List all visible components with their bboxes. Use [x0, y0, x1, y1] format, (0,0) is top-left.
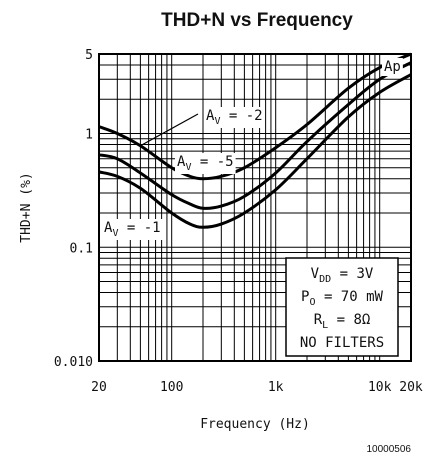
- conditions-box: [285, 257, 399, 357]
- y-tick-label: 0.1: [70, 241, 93, 256]
- series-label-bg: [175, 153, 236, 174]
- series-label: AV = -1: [104, 220, 161, 239]
- chart-title: THD+N vs Frequency: [161, 10, 353, 31]
- plot-frame: [98, 53, 412, 362]
- figure-id: 10000506: [367, 444, 412, 455]
- series-label: AV = -5: [177, 154, 234, 173]
- series-lines: [98, 52, 412, 229]
- x-tick-label: 1k: [268, 380, 284, 395]
- x-tick-label: 100: [160, 380, 183, 395]
- x-tick-label: 10k: [368, 380, 392, 395]
- series-label-bg: [204, 107, 265, 128]
- series-line: [98, 73, 412, 229]
- series-label-bg: [102, 219, 163, 240]
- condition-line: VDD = 3V: [311, 266, 374, 285]
- series-label: AV = -2: [206, 108, 263, 127]
- y-tick-label: 1: [85, 128, 93, 143]
- condition-line: PO = 70 mW: [301, 289, 383, 308]
- annotations: AV = -2 AV = -5 AV = -1 Ap VDD = 3V PO = 70 m…: [102, 58, 403, 357]
- y-axis-label: THD+N (%): [19, 172, 34, 242]
- x-axis-label: Frequency (Hz): [200, 417, 310, 432]
- condition-line: RL = 8Ω: [314, 312, 371, 331]
- y-tick-label: 0.010: [54, 355, 93, 370]
- x-tick-label: 20: [91, 380, 107, 395]
- ap-label: Ap: [384, 59, 401, 75]
- y-tick-label: 5: [85, 48, 93, 63]
- condition-line: NO FILTERS: [300, 335, 384, 351]
- leader-line: [140, 113, 199, 147]
- series-line: [98, 61, 412, 210]
- x-tick-label: 20k: [399, 380, 423, 395]
- tick-labels: 20 100 1k 10k 20k 0.010 0.1 1 5: [54, 48, 423, 395]
- ap-label-bg: [382, 58, 403, 76]
